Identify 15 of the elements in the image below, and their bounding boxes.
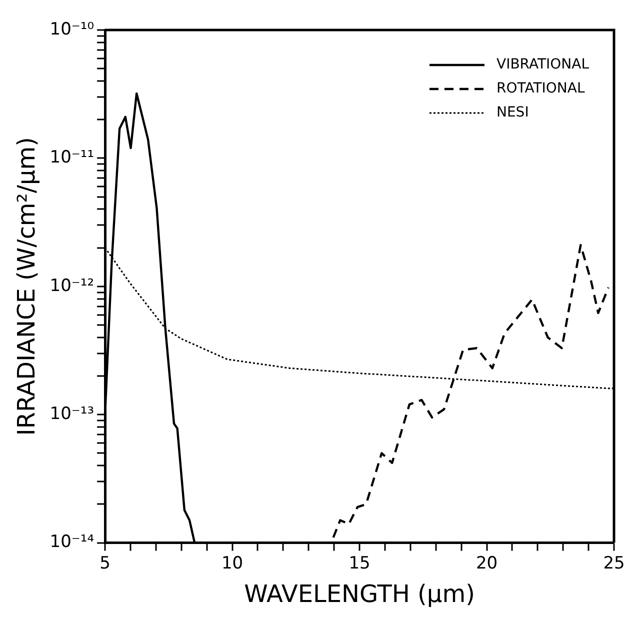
y-tick-label: 10⁻¹¹: [50, 148, 94, 168]
y-tick-label: 10⁻¹⁰: [50, 19, 94, 40]
y-tick-label: 10⁻¹³: [50, 404, 94, 424]
legend-label: NESI: [496, 104, 529, 121]
y-tick-label: 10⁻¹⁴: [50, 532, 94, 552]
legend-label: VIBRATIONAL: [496, 56, 590, 73]
x-tick-label: 20: [476, 553, 498, 574]
x-tick-label: 25: [603, 553, 625, 574]
y-axis-title: IRRADIANCE (W/cm²/μm): [12, 136, 41, 436]
x-axis-title: WAVELENGTH (μm): [244, 580, 475, 608]
x-tick-label: 15: [348, 553, 370, 574]
x-tick-label: 10: [221, 553, 244, 574]
legend-label: ROTATIONAL: [496, 80, 585, 97]
y-tick-label: 10⁻¹²: [50, 276, 94, 296]
x-tick-label: 5: [100, 553, 110, 574]
